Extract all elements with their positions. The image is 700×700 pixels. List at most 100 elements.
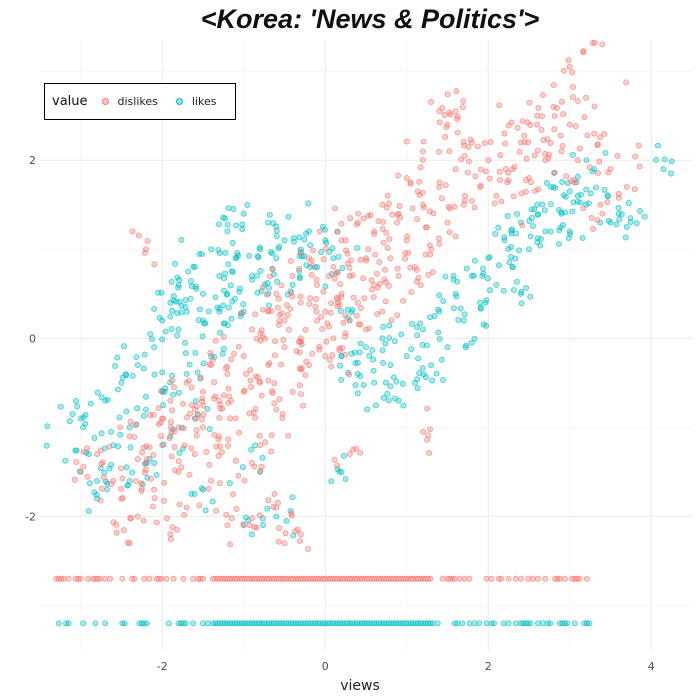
point-dislikes xyxy=(132,422,139,429)
point-dislikes xyxy=(446,229,453,236)
point-likes xyxy=(80,424,87,431)
point-dislikes xyxy=(133,477,139,484)
point-dislikes xyxy=(350,446,357,453)
point-dislikes xyxy=(566,63,573,70)
point-likes xyxy=(233,222,240,229)
point-dislikes xyxy=(286,326,292,333)
point-dislikes xyxy=(342,312,349,319)
point-likes xyxy=(167,313,174,320)
point-likes xyxy=(604,192,611,199)
point-dislikes xyxy=(526,175,532,181)
point-likes xyxy=(518,300,525,307)
point-likes xyxy=(85,508,92,515)
point-dislikes xyxy=(559,142,566,149)
point-likes xyxy=(427,314,434,321)
point-likes xyxy=(514,210,521,217)
point-dislikes xyxy=(174,526,180,533)
point-dislikes xyxy=(525,575,532,582)
point-likes xyxy=(653,157,659,163)
point-likes xyxy=(217,329,224,336)
point-likes xyxy=(562,193,569,200)
point-dislikes xyxy=(246,410,253,417)
point-dislikes xyxy=(275,538,282,545)
point-likes xyxy=(559,179,566,185)
point-likes xyxy=(339,265,346,272)
point-likes xyxy=(460,317,467,324)
point-dislikes xyxy=(526,99,533,106)
point-dislikes xyxy=(316,228,323,235)
point-dislikes xyxy=(60,575,67,582)
point-likes xyxy=(483,620,490,627)
point-likes xyxy=(455,316,462,323)
point-likes xyxy=(431,313,438,320)
point-likes xyxy=(129,372,136,379)
point-likes xyxy=(386,334,393,341)
point-dislikes xyxy=(342,351,349,358)
point-dislikes xyxy=(262,439,269,446)
point-dislikes xyxy=(474,143,481,150)
point-likes xyxy=(530,223,536,229)
point-dislikes xyxy=(334,299,341,306)
point-dislikes xyxy=(396,203,403,209)
point-likes xyxy=(500,620,507,627)
point-dislikes xyxy=(439,575,446,582)
point-dislikes xyxy=(328,300,335,307)
point-dislikes xyxy=(563,173,570,180)
point-likes xyxy=(526,246,532,253)
point-likes xyxy=(471,335,478,342)
point-dislikes xyxy=(146,575,153,582)
point-dislikes xyxy=(334,462,341,469)
point-dislikes xyxy=(228,356,235,363)
point-dislikes xyxy=(249,515,256,521)
point-likes xyxy=(204,405,211,412)
point-dislikes xyxy=(565,57,572,64)
point-likes xyxy=(185,268,192,275)
point-dislikes xyxy=(425,432,432,439)
point-dislikes xyxy=(590,226,597,233)
point-likes xyxy=(173,298,180,305)
point-dislikes xyxy=(486,175,493,182)
point-dislikes xyxy=(139,449,146,456)
point-likes xyxy=(438,356,445,363)
point-likes xyxy=(281,237,288,244)
point-likes xyxy=(199,251,205,258)
point-dislikes xyxy=(591,103,598,110)
point-likes xyxy=(564,620,571,627)
point-likes xyxy=(182,304,189,310)
point-dislikes xyxy=(279,410,286,417)
point-likes xyxy=(104,396,111,403)
point-dislikes xyxy=(185,377,192,384)
point-likes xyxy=(655,142,661,149)
legend-key-dislikes xyxy=(101,98,109,105)
point-dislikes xyxy=(273,406,280,413)
point-dislikes xyxy=(226,393,233,400)
point-dislikes xyxy=(188,402,195,408)
point-likes xyxy=(158,289,165,296)
point-dislikes xyxy=(150,451,157,458)
point-likes xyxy=(169,372,176,379)
point-dislikes xyxy=(119,475,126,482)
point-dislikes xyxy=(454,129,461,136)
point-dislikes xyxy=(458,156,465,163)
point-dislikes xyxy=(586,164,593,171)
point-likes xyxy=(408,346,415,353)
point-likes xyxy=(296,267,303,274)
point-dislikes xyxy=(294,526,301,533)
point-dislikes xyxy=(371,231,377,238)
point-likes xyxy=(613,221,620,228)
point-dislikes xyxy=(186,471,193,478)
point-dislikes xyxy=(118,485,125,492)
point-dislikes xyxy=(98,460,105,467)
point-likes xyxy=(484,275,491,282)
point-likes xyxy=(133,354,140,360)
point-dislikes xyxy=(216,415,223,421)
point-dislikes xyxy=(497,152,504,159)
point-likes xyxy=(159,369,166,376)
point-likes xyxy=(586,620,593,627)
point-likes xyxy=(480,265,486,272)
point-dislikes xyxy=(576,575,583,582)
point-likes xyxy=(574,198,581,205)
point-dislikes xyxy=(326,357,333,363)
point-dislikes xyxy=(493,192,500,199)
point-dislikes xyxy=(419,156,426,163)
